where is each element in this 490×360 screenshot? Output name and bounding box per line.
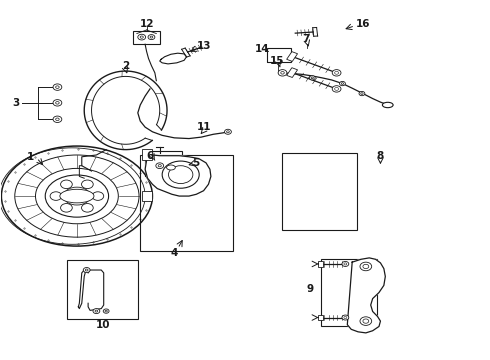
Bar [67, 260, 138, 319]
Text: 2: 2 [122, 62, 129, 71]
Circle shape [281, 72, 284, 74]
Circle shape [359, 91, 365, 96]
Circle shape [61, 203, 73, 212]
Circle shape [93, 309, 100, 314]
Bar [142, 191, 152, 202]
Text: 4: 4 [171, 248, 178, 257]
Ellipse shape [60, 189, 94, 203]
Text: 5: 5 [193, 158, 200, 168]
Polygon shape [88, 270, 104, 310]
Ellipse shape [35, 168, 118, 224]
Bar [145, 152, 182, 176]
Circle shape [342, 315, 349, 320]
Text: 12: 12 [139, 18, 154, 28]
Circle shape [169, 166, 193, 184]
Bar [318, 261, 323, 267]
Polygon shape [287, 68, 297, 77]
Circle shape [103, 309, 109, 313]
Circle shape [342, 261, 349, 266]
Circle shape [53, 116, 62, 122]
Circle shape [224, 129, 231, 134]
Circle shape [226, 131, 229, 133]
Circle shape [81, 203, 93, 212]
Circle shape [158, 165, 161, 167]
Bar [140, 155, 233, 251]
Bar [267, 48, 291, 62]
Circle shape [361, 93, 363, 94]
Circle shape [363, 264, 369, 269]
Ellipse shape [45, 175, 109, 217]
Bar [133, 31, 160, 44]
Text: 1: 1 [27, 152, 34, 162]
Circle shape [85, 269, 88, 271]
Text: 3: 3 [12, 98, 20, 108]
Circle shape [53, 100, 62, 106]
Circle shape [53, 84, 62, 90]
Circle shape [150, 36, 153, 38]
Text: 13: 13 [196, 41, 211, 51]
Text: 10: 10 [96, 320, 110, 330]
Bar [142, 149, 152, 159]
Polygon shape [145, 153, 211, 196]
Text: 7: 7 [302, 34, 310, 44]
Circle shape [140, 36, 143, 38]
Circle shape [105, 310, 107, 312]
Circle shape [360, 262, 372, 271]
Circle shape [332, 86, 341, 92]
Bar [282, 153, 357, 230]
Ellipse shape [15, 155, 139, 237]
Circle shape [156, 163, 164, 168]
Circle shape [83, 267, 90, 273]
Circle shape [335, 71, 339, 74]
Bar [320, 258, 376, 327]
Circle shape [332, 69, 341, 76]
Circle shape [341, 83, 343, 84]
Text: 14: 14 [255, 44, 270, 54]
Text: 8: 8 [377, 151, 384, 161]
Polygon shape [347, 258, 385, 333]
Circle shape [138, 34, 146, 40]
Circle shape [340, 81, 345, 86]
Ellipse shape [167, 165, 175, 170]
Circle shape [344, 316, 347, 319]
Ellipse shape [1, 146, 152, 246]
Circle shape [360, 317, 372, 325]
Text: 6: 6 [147, 152, 154, 161]
Text: 16: 16 [356, 19, 370, 29]
Circle shape [81, 180, 93, 189]
Polygon shape [78, 270, 85, 309]
Ellipse shape [382, 102, 393, 108]
Circle shape [56, 102, 59, 104]
Text: 9: 9 [306, 284, 314, 294]
Circle shape [50, 192, 62, 201]
Circle shape [278, 69, 287, 76]
Circle shape [344, 263, 347, 265]
Circle shape [56, 86, 59, 89]
Bar [318, 315, 323, 320]
Text: 15: 15 [270, 56, 284, 66]
Circle shape [363, 319, 369, 323]
Circle shape [162, 161, 199, 188]
Circle shape [61, 180, 73, 189]
Circle shape [148, 35, 155, 40]
Circle shape [309, 76, 315, 80]
Ellipse shape [64, 187, 90, 205]
Circle shape [56, 118, 59, 121]
Circle shape [92, 192, 104, 201]
Text: 11: 11 [196, 122, 211, 132]
Circle shape [95, 310, 98, 312]
Polygon shape [287, 51, 297, 62]
Polygon shape [160, 53, 187, 64]
Circle shape [335, 87, 339, 90]
Circle shape [311, 77, 314, 79]
